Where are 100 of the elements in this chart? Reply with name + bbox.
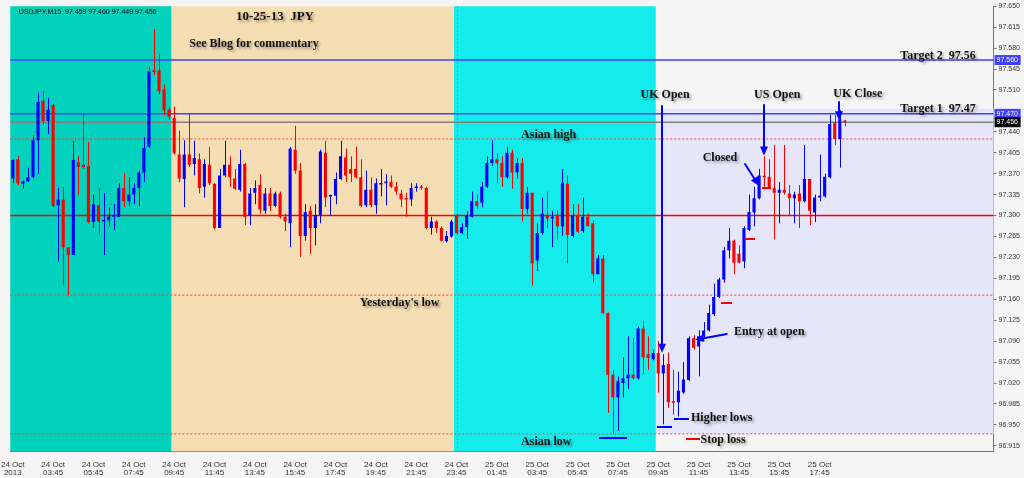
candlestick	[91, 194, 96, 229]
x-tick-label: 24 Oct 19:45	[364, 459, 389, 477]
candlestick	[727, 227, 731, 260]
candlestick	[510, 149, 514, 190]
candlestick	[626, 335, 630, 390]
candlestick	[303, 203, 307, 242]
annotation: Target 2 97.56	[900, 47, 976, 62]
candlestick	[344, 148, 348, 183]
candlestick	[192, 140, 196, 176]
candlestick	[16, 155, 20, 186]
x-tick-label: 25 Oct 15:45	[767, 459, 792, 477]
annotation: Asian low	[521, 433, 572, 448]
annotation: Asian high	[521, 127, 577, 142]
candlestick	[732, 238, 736, 275]
candlestick	[369, 176, 373, 208]
candlestick	[782, 144, 786, 196]
candlestick	[177, 130, 181, 183]
candlestick	[671, 369, 675, 416]
annotation: Higher lows	[691, 409, 753, 424]
annotation: Yesterday's low	[359, 295, 440, 310]
candlestick	[233, 168, 237, 191]
candlestick	[707, 304, 711, 333]
candlestick	[46, 97, 50, 135]
candlestick	[364, 170, 368, 208]
candlestick	[611, 369, 615, 435]
candlestick	[333, 171, 338, 205]
candlestick	[525, 186, 529, 215]
candlestick	[581, 197, 585, 234]
candlestick	[465, 210, 469, 240]
candlestick	[101, 192, 106, 256]
x-tick-label: 25 Oct 13:45	[727, 459, 752, 477]
x-tick-label: 24 Oct 15:45	[283, 459, 308, 477]
candlestick	[656, 340, 660, 394]
candlestick	[56, 187, 60, 263]
x-tick-label: 24 Oct 2013	[0, 459, 26, 477]
candlestick	[833, 114, 837, 146]
candlestick	[137, 170, 141, 207]
x-tick-label: 24 Oct 23:45	[444, 459, 470, 477]
x-tick-label: 24 Oct 17:45	[323, 459, 349, 477]
candlestick	[646, 335, 650, 371]
candlestick	[818, 154, 822, 202]
x-tick-label: 25 Oct 09:45	[646, 459, 671, 477]
x-tick-label: 25 Oct 11:45	[686, 459, 712, 477]
candlestick	[823, 173, 827, 199]
annotation: See Blog for commentary	[189, 35, 319, 50]
candlestick	[374, 177, 378, 215]
candlestick	[813, 194, 817, 223]
x-tick-label: 25 Oct 07:45	[606, 459, 631, 477]
candlestick	[293, 125, 297, 175]
x-tick-label: 24 Oct 05:45	[81, 459, 107, 477]
x-tick-label: 25 Oct 03:45	[525, 459, 550, 477]
candlestick	[76, 155, 80, 196]
candlestick	[540, 197, 544, 236]
candlestick	[268, 187, 272, 212]
candlestick	[480, 181, 484, 208]
candlestick	[676, 371, 680, 418]
candlestick	[470, 191, 474, 218]
candlestick	[616, 375, 620, 432]
candlestick	[228, 155, 232, 188]
candlestick	[253, 179, 257, 205]
candlestick	[263, 187, 267, 215]
x-tick-label: 24 Oct 07:45	[122, 459, 147, 477]
candlestick	[717, 277, 721, 299]
candlestick	[354, 146, 358, 179]
candlestick	[661, 353, 665, 425]
candlestick	[757, 168, 761, 200]
candlestick	[550, 210, 554, 248]
candlestick	[41, 90, 45, 126]
candlestick	[631, 337, 635, 380]
x-tick-label: 25 Oct 05:45	[565, 459, 591, 477]
candlestick	[777, 181, 781, 224]
candlestick	[621, 356, 625, 398]
x-tick-label: 25 Oct 01:45	[485, 459, 510, 477]
candlestick	[112, 203, 116, 231]
candlestick	[495, 152, 499, 184]
annotation: US Open	[754, 87, 801, 102]
annotation: Stop loss	[700, 431, 746, 446]
candlestick	[202, 158, 206, 199]
annotation: UK Close	[833, 86, 883, 101]
x-tick-label: 25 Oct 17:45	[807, 459, 833, 477]
annotation: Entry at open	[733, 323, 805, 338]
candlestick	[681, 361, 686, 395]
candlestick	[570, 203, 575, 239]
candlestick	[132, 182, 136, 205]
candlestick	[339, 140, 343, 181]
candlestick	[122, 173, 126, 208]
candlestick	[384, 173, 388, 206]
candlestick	[313, 203, 317, 246]
candlestick	[187, 112, 191, 168]
candlestick	[802, 144, 807, 203]
candlestick	[485, 155, 489, 189]
candlestick	[712, 283, 716, 317]
candlestick	[162, 84, 166, 116]
candlestick	[66, 246, 70, 296]
candlestick	[500, 155, 504, 188]
candlestick	[515, 157, 519, 179]
chart-title: 10-25-13 JPY	[236, 8, 315, 24]
candlestick	[409, 182, 413, 207]
candlestick	[349, 155, 353, 183]
x-tick-label: 24 Oct 21:45	[404, 459, 429, 477]
